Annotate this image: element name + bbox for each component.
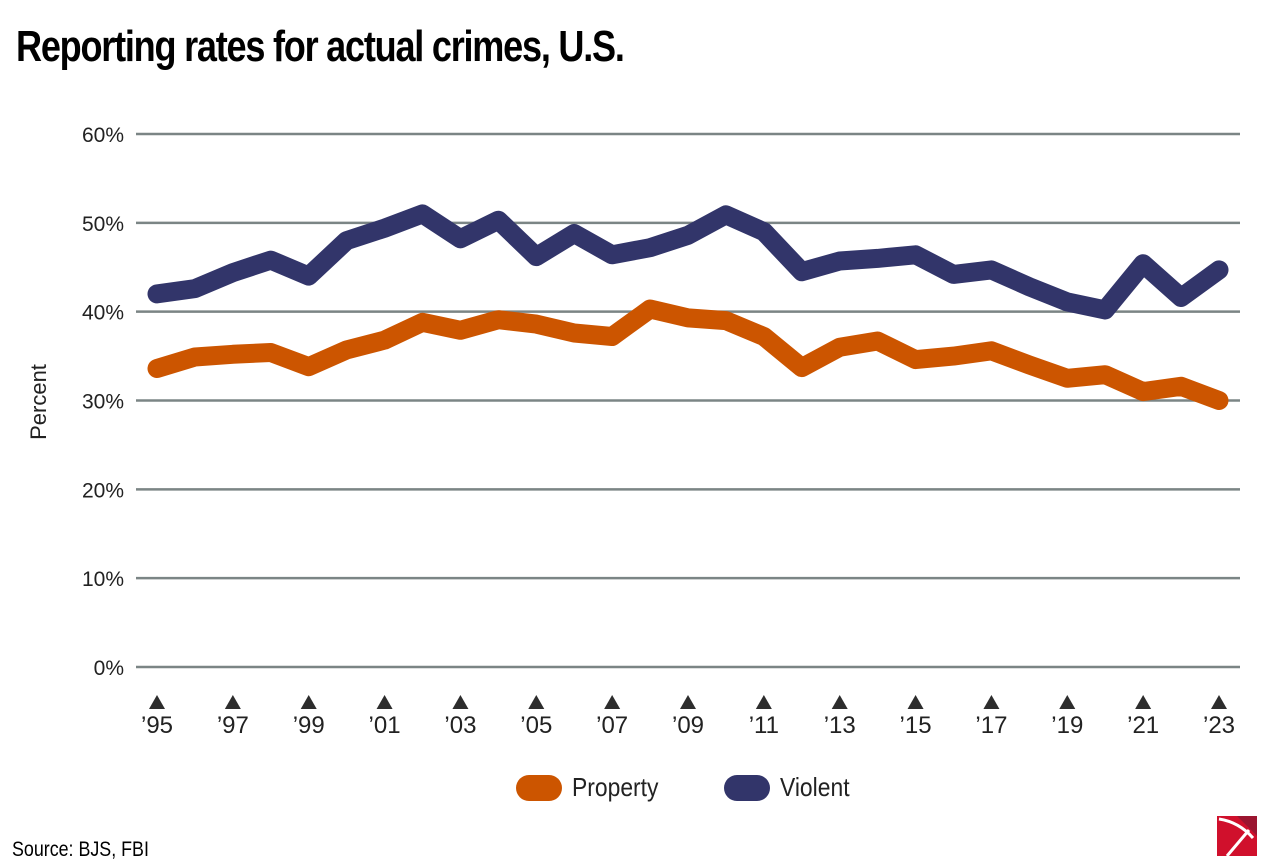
legend-swatch-property [516,774,562,801]
x-axis-ticks: ’95 ’97 ’99 ’01 ’03 ’05 ’07 ’09 ’11 ’13 ’15 ’17 ’19 ’… [141,695,1235,739]
x-tick-marker-icon [1059,695,1076,709]
x-tick-marker-icon [376,695,393,709]
x-tick-label: ’09 [672,712,704,739]
y-axis-ticks: 0% 10% 20% 30% 40% 50% 60% [82,124,124,680]
pickaxe-logo-icon [1217,816,1257,857]
x-tick-label: ’17 [975,712,1007,739]
x-tick-label: ’15 [900,712,932,739]
x-tick-marker-icon [528,695,545,709]
y-tick-label: 50% [82,213,124,236]
legend-item-violent: Violent [724,772,859,803]
x-tick-label: ’21 [1127,712,1159,739]
x-tick-label: ’07 [596,712,628,739]
y-tick-label: 40% [82,302,124,325]
source-note: Source: BJS, FBI [12,838,149,861]
legend-swatch-violent [724,774,771,801]
y-tick-label: 20% [82,479,124,502]
x-tick-label: ’19 [1051,712,1083,739]
y-tick-label: 30% [82,391,124,414]
series-line-violent [147,204,1229,320]
x-tick-marker-icon [300,695,317,709]
legend-item-property: Property [516,772,670,803]
y-tick-label: 60% [82,124,124,147]
x-tick-marker-icon [224,695,241,709]
legend: Property Violent [516,772,913,803]
series-line-property [147,299,1229,410]
y-tick-label: 0% [94,657,124,680]
x-tick-marker-icon [604,695,621,709]
x-tick-label: ’05 [520,712,552,739]
x-tick-marker-icon [907,695,924,709]
x-tick-label: ’97 [217,712,249,739]
x-tick-label: ’11 [749,712,779,739]
x-tick-label: ’13 [824,712,856,739]
x-tick-label: ’99 [293,712,325,739]
chart-title: Reporting rates for actual crimes, U.S. [16,22,625,71]
x-tick-marker-icon [452,695,469,709]
x-tick-label: ’95 [141,712,173,739]
x-tick-label: ’23 [1203,712,1235,739]
x-tick-marker-icon [983,695,1000,709]
y-axis-label: Percent [26,364,51,440]
x-tick-marker-icon [680,695,696,709]
x-tick-marker-icon [1135,695,1152,709]
x-tick-marker-icon [755,695,772,709]
legend-label-violent: Violent [780,772,850,802]
x-tick-marker-icon [831,695,848,709]
y-tick-label: 10% [82,568,124,591]
x-tick-marker-icon [1211,695,1227,709]
x-tick-label: ’01 [369,712,401,739]
x-tick-marker-icon [149,695,165,709]
gridlines [136,132,1240,669]
x-tick-label: ’03 [444,712,476,739]
series-lines [147,204,1229,410]
legend-label-property: Property [572,772,659,802]
